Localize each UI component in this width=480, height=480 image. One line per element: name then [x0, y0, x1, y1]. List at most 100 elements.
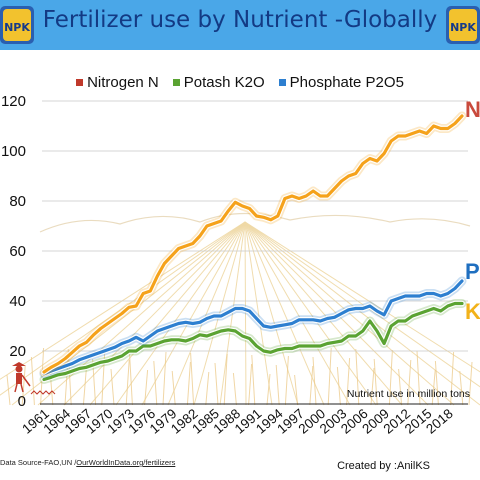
legend-swatch-potash	[172, 79, 180, 86]
wheat-stalk	[128, 350, 133, 406]
wheat-stalk	[40, 347, 45, 406]
wheat-stalk	[21, 365, 26, 406]
wheat-stalk	[294, 374, 299, 406]
wheat-stalk	[275, 364, 280, 406]
wheat-stalk	[450, 351, 455, 406]
y-tick-label: 80	[9, 193, 26, 210]
npk-bag-icon: NPK	[0, 6, 34, 44]
wheat-stalk	[171, 370, 176, 406]
wheat-stalk	[431, 369, 436, 406]
source-prefix: Data Source-FAO,UN /	[0, 458, 77, 467]
wheat-stalk	[312, 356, 317, 406]
wheat-stalk	[398, 368, 403, 406]
wheat-stalk	[223, 353, 228, 406]
wheat-stalk	[251, 354, 256, 406]
legend-swatch-phosphate	[278, 79, 286, 86]
wheat-stalk	[370, 367, 375, 406]
field-row	[63, 221, 246, 406]
wheat-stalk	[468, 361, 473, 406]
wheat-stalk	[153, 360, 158, 406]
field-row	[167, 221, 246, 406]
wheat-stalk	[336, 366, 341, 406]
source-link[interactable]: OurWorldInData.org/fertilizers	[76, 458, 176, 467]
wheat-stalk	[186, 361, 191, 406]
field-row	[244, 221, 403, 406]
field-row	[141, 221, 246, 406]
wheat-stalk	[416, 350, 421, 406]
end-label-potash: K	[465, 299, 480, 324]
wheat-stalk	[346, 357, 351, 406]
series-line-phosphate	[42, 279, 464, 376]
chart-legend: Nitrogen N Potash K2O Phosphate P2O5	[0, 74, 480, 91]
series-outline-nitrogen	[41, 113, 465, 375]
wheat-stalk	[144, 369, 149, 406]
wheat-stalk	[248, 363, 253, 406]
field-row	[244, 221, 480, 406]
legend-item-potash: Potash K2O	[172, 74, 265, 91]
wheat-stalk	[162, 351, 167, 406]
x-axis: 1961196419671970197319761979198219851988…	[19, 403, 468, 437]
wheat-stalk	[190, 352, 195, 406]
end-label-phosphate: P	[465, 259, 480, 284]
series-end-labels: N KP	[465, 97, 480, 324]
field-row	[0, 221, 246, 380]
field-row	[244, 221, 377, 406]
series-line-nitrogen	[42, 114, 464, 374]
y-tick-label: 40	[9, 293, 26, 310]
farmer-icon	[12, 362, 56, 395]
field-row	[244, 221, 299, 406]
wheat-stalk	[327, 347, 332, 406]
legend-label-nitrogen: Nitrogen N	[87, 74, 159, 91]
chart-annotation: Nutrient use in million tons	[347, 388, 470, 400]
data-source-note: Data Source-FAO,UN /OurWorldInData.org/f…	[0, 458, 175, 467]
page-title: Fertilizer use by Nutrient -Globally	[42, 7, 438, 33]
wheat-stalk	[110, 368, 115, 406]
field-row	[244, 221, 247, 406]
line-chart: 0 20 40 60 80 100 120 196119641967197019731976…	[0, 93, 480, 437]
credit-text: Created by :AnilKS	[337, 460, 430, 472]
legend-label-phosphate: Phosphate P2O5	[289, 74, 404, 91]
npk-bag-icon: NPK	[446, 6, 480, 44]
field-row	[219, 221, 246, 406]
field-row	[244, 221, 455, 406]
series-line-potash	[42, 301, 464, 382]
legend-label-potash: Potash K2O	[183, 74, 265, 91]
field-row	[244, 221, 325, 406]
wheat-stalk	[388, 349, 393, 406]
wheat-stalk	[309, 365, 314, 406]
series-glow-nitrogen	[39, 111, 467, 377]
npk-badge-text: NPK	[450, 21, 476, 34]
field-row	[37, 221, 246, 406]
hills-outline	[39, 212, 471, 233]
field-row	[244, 221, 480, 388]
y-tick-label: 120	[1, 93, 26, 110]
y-tick-label: 100	[1, 143, 26, 160]
field-row	[244, 221, 480, 373]
legend-item-phosphate: Phosphate P2O5	[278, 74, 404, 91]
y-tick-label: 20	[9, 343, 26, 360]
npk-badge-text: NPK	[4, 21, 30, 34]
field-row	[89, 221, 246, 406]
wheat-stalk	[205, 371, 210, 406]
wheat-stalk	[407, 359, 412, 406]
field-row	[115, 221, 246, 406]
wheat-stalk	[266, 373, 271, 406]
wheat-stalk	[30, 356, 35, 406]
wheat-stalk	[355, 348, 360, 406]
wheat-stalk	[125, 359, 130, 406]
wheat-stalk	[6, 374, 11, 406]
wheat-stalk	[232, 372, 237, 406]
wheat-stalk	[82, 367, 87, 406]
wheat-stalk	[459, 370, 464, 406]
field-row	[244, 221, 273, 406]
wheat-stalk	[373, 358, 378, 406]
series-layer	[39, 111, 467, 384]
field-row	[0, 221, 246, 396]
y-axis: 0 20 40 60 80 100 120	[1, 93, 26, 410]
y-tick-label: 0	[18, 393, 26, 410]
wheat-stalk	[214, 362, 219, 406]
title-banner: NPK Fertilizer use by Nutrient -Globally…	[0, 0, 480, 50]
wheat-stalk	[284, 355, 289, 406]
field-row	[244, 221, 351, 406]
y-tick-label: 60	[9, 243, 26, 260]
